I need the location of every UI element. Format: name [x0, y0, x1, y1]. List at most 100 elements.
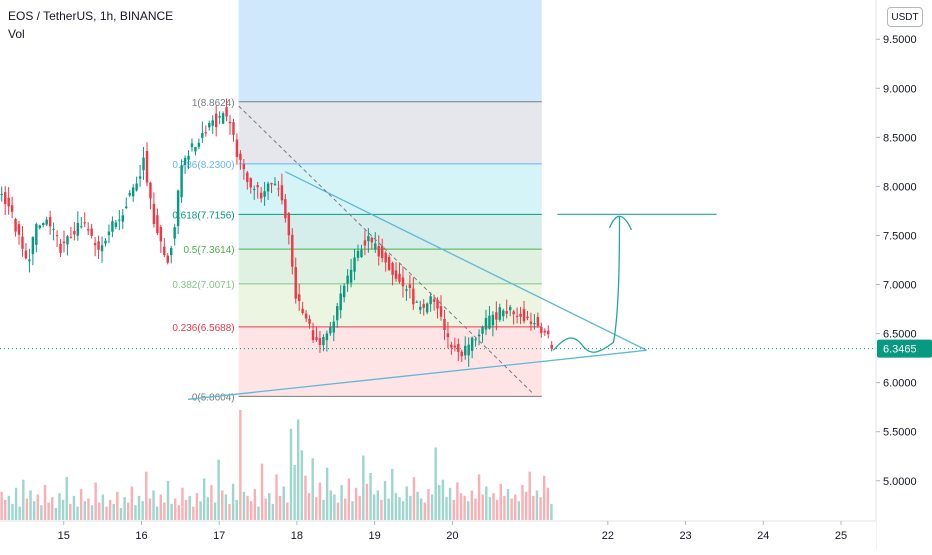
volume-bar — [152, 490, 155, 520]
time-tick-label: 20 — [446, 530, 458, 542]
candle-body — [208, 122, 211, 128]
volume-bar — [419, 498, 423, 520]
volume-bar — [405, 486, 408, 520]
candle-body — [450, 344, 453, 348]
volume-bar — [474, 498, 477, 520]
volume-bar — [380, 499, 383, 520]
candle-body — [62, 241, 66, 244]
price-tick-label: 9.0000 — [883, 83, 917, 95]
last-price-tag — [877, 339, 932, 358]
candle-body — [3, 192, 7, 205]
candle-body — [128, 192, 131, 196]
price-tick-label: 5.0000 — [883, 476, 917, 488]
volume-bar — [72, 495, 76, 520]
diagonal-dashed-line — [238, 105, 535, 395]
volume-bar — [546, 487, 550, 520]
candle-body — [152, 203, 156, 225]
volume-bar — [159, 494, 162, 520]
volume-bar — [246, 495, 249, 520]
volume-bar — [0, 491, 3, 520]
candle-body — [66, 236, 69, 245]
candle-body — [59, 243, 62, 253]
candle-body — [370, 237, 374, 243]
price-tick-label: 8.0000 — [883, 181, 917, 193]
candle-body — [263, 191, 266, 197]
candle-body — [235, 139, 239, 157]
candle-body — [391, 263, 394, 275]
candle-body — [425, 303, 429, 313]
volume-bar — [11, 503, 14, 520]
volume-bar — [445, 497, 448, 520]
volume-bar — [289, 428, 293, 520]
volume-bar — [485, 486, 488, 520]
volume-bar — [141, 501, 144, 520]
candle-body — [453, 345, 457, 348]
volume-bar — [264, 498, 267, 520]
volume-bar — [427, 489, 430, 520]
candle-body — [422, 304, 425, 308]
fib-level-label: 0.618(7.7156) — [172, 210, 234, 221]
time-tick-label: 18 — [291, 530, 303, 542]
volume-bar — [365, 483, 369, 520]
volume-bar — [163, 502, 166, 520]
volume-bar — [32, 501, 36, 520]
candle-body — [284, 199, 287, 219]
volume-bar — [108, 499, 112, 520]
volume-bar — [249, 501, 253, 520]
candle-body — [156, 215, 159, 234]
fib-zone — [238, 163, 542, 215]
candle-body — [439, 306, 443, 317]
candle-body — [142, 157, 145, 171]
volume-bar — [235, 499, 238, 520]
candle-body — [232, 122, 235, 135]
volume-bar — [195, 493, 199, 520]
candle-body — [97, 241, 100, 250]
candle-body — [387, 256, 391, 270]
volume-bar — [329, 490, 332, 520]
candle-body — [464, 345, 467, 356]
candle-body — [315, 337, 318, 340]
candle-body — [429, 296, 432, 305]
volume-bar — [51, 497, 54, 520]
candle-body — [270, 183, 273, 185]
volume-bar — [268, 493, 271, 520]
volume-bar — [344, 498, 347, 520]
volume-bar — [65, 477, 68, 520]
candle-body — [325, 333, 329, 341]
currency-button[interactable]: USDT — [887, 7, 923, 27]
candle-body — [86, 229, 90, 231]
volume-bar — [362, 455, 365, 520]
candle-body — [28, 259, 31, 262]
time-tick-label: 24 — [757, 530, 769, 542]
candle-body — [484, 318, 488, 330]
volume-bar — [155, 506, 159, 520]
volume-bar — [452, 499, 455, 520]
volume-bar — [539, 497, 542, 520]
volume-indicator-label[interactable]: Vol — [8, 27, 25, 41]
volume-bar — [376, 490, 380, 520]
volume-bar — [510, 498, 513, 520]
volume-bar — [467, 501, 470, 520]
volume-bar — [398, 497, 401, 520]
candle-body — [308, 318, 311, 324]
volume-bar — [278, 495, 282, 520]
fib-zone — [238, 101, 542, 164]
volume-bar — [90, 505, 94, 520]
volume-bar — [456, 482, 459, 520]
price-tick-label: 6.0000 — [883, 378, 917, 390]
volume-bar — [282, 486, 285, 520]
candle-body — [242, 164, 246, 170]
fib-level-label: 0(5.8604) — [192, 392, 235, 403]
candle-body — [405, 289, 408, 291]
volume-bar — [231, 483, 235, 520]
volume-bar — [430, 494, 434, 520]
candle-body — [488, 315, 491, 329]
candle-body — [10, 205, 14, 212]
candle-body — [304, 313, 308, 319]
candle-body — [42, 222, 45, 226]
fib-level-label: 0.382(7.0071) — [172, 280, 234, 291]
volume-bar — [271, 503, 275, 520]
volume-bar — [174, 498, 177, 520]
